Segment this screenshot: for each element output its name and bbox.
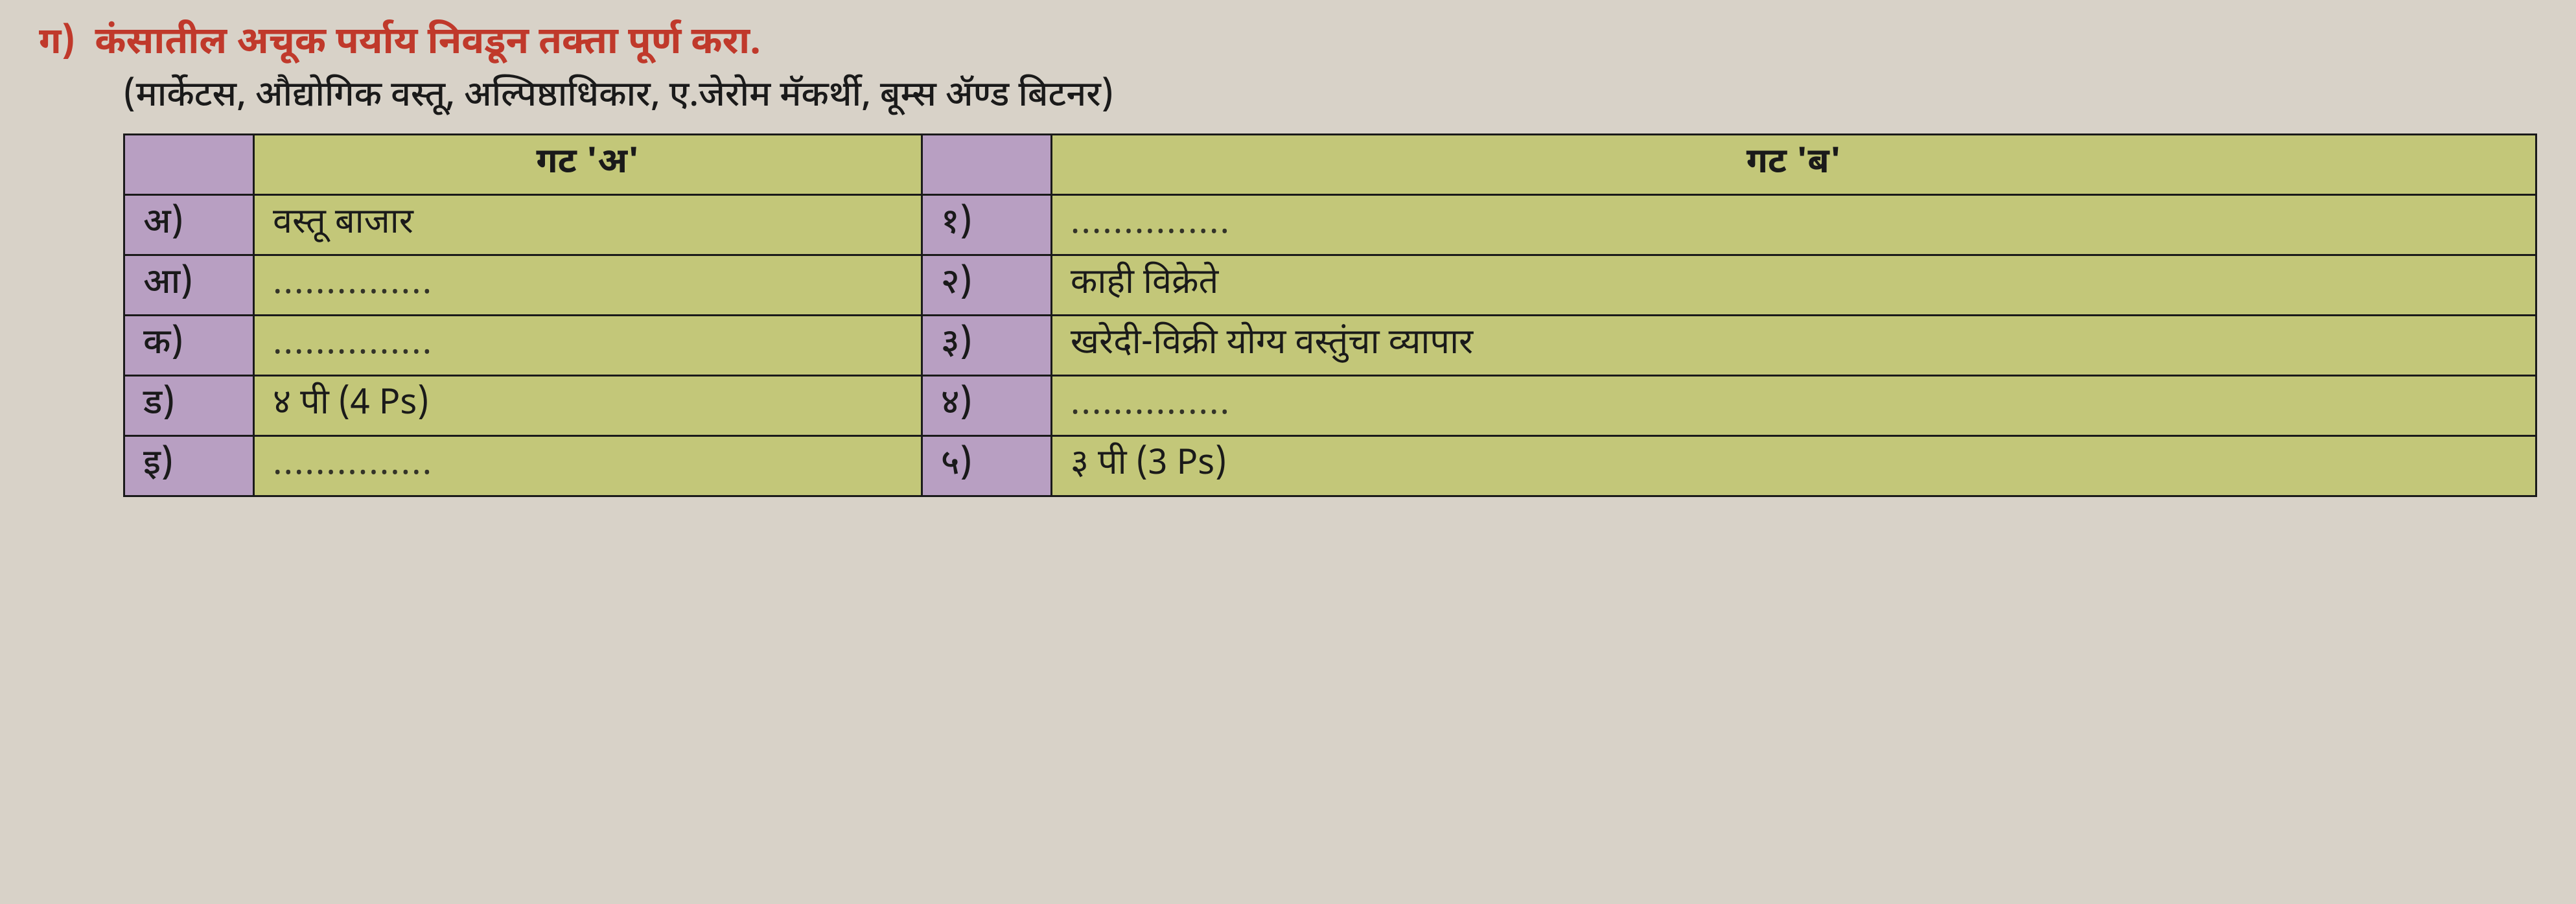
question-text: कंसातील अचूक पर्याय निवडून तक्ता पूर्ण क… bbox=[95, 19, 761, 69]
row-b-num: २) bbox=[922, 255, 1051, 316]
row-b-value: ३ पी (3 Ps) bbox=[1051, 436, 2536, 496]
row-b-num: ४) bbox=[922, 376, 1051, 436]
header-blank-b bbox=[922, 135, 1051, 195]
row-a-value: ............... bbox=[254, 316, 922, 376]
match-table: गट 'अ' गट 'ब' अ) वस्तू बाजार १) ........… bbox=[123, 133, 2537, 497]
table-row: अ) वस्तू बाजार १) ............... bbox=[124, 195, 2536, 255]
row-b-value: ............... bbox=[1051, 376, 2536, 436]
row-b-value: खरेदी-विक्री योग्य वस्तुंचा व्यापार bbox=[1051, 316, 2536, 376]
row-b-num: ५) bbox=[922, 436, 1051, 496]
row-a-label: इ) bbox=[124, 436, 254, 496]
row-a-label: क) bbox=[124, 316, 254, 376]
table-header-row: गट 'अ' गट 'ब' bbox=[124, 135, 2536, 195]
header-group-a: गट 'अ' bbox=[254, 135, 922, 195]
row-b-num: ३) bbox=[922, 316, 1051, 376]
row-b-value: ............... bbox=[1051, 195, 2536, 255]
table-row: आ) ............... २) काही विक्रेते bbox=[124, 255, 2536, 316]
row-a-value: ............... bbox=[254, 255, 922, 316]
header-blank-a bbox=[124, 135, 254, 195]
question-row: ग) कंसातील अचूक पर्याय निवडून तक्ता पूर्… bbox=[39, 19, 2537, 69]
question-label: ग) bbox=[39, 21, 75, 68]
options-line: (मार्केटस, औद्योगिक वस्तू, अल्पिष्ठाधिका… bbox=[123, 75, 2537, 121]
row-a-label: अ) bbox=[124, 195, 254, 255]
row-a-value: वस्तू बाजार bbox=[254, 195, 922, 255]
row-a-value: ४ पी (4 Ps) bbox=[254, 376, 922, 436]
header-group-b: गट 'ब' bbox=[1051, 135, 2536, 195]
table-row: ड) ४ पी (4 Ps) ४) ............... bbox=[124, 376, 2536, 436]
row-b-num: १) bbox=[922, 195, 1051, 255]
row-b-value: काही विक्रेते bbox=[1051, 255, 2536, 316]
table-row: क) ............... ३) खरेदी-विक्री योग्य… bbox=[124, 316, 2536, 376]
table-row: इ) ............... ५) ३ पी (3 Ps) bbox=[124, 436, 2536, 496]
row-a-value: ............... bbox=[254, 436, 922, 496]
row-a-label: ड) bbox=[124, 376, 254, 436]
row-a-label: आ) bbox=[124, 255, 254, 316]
